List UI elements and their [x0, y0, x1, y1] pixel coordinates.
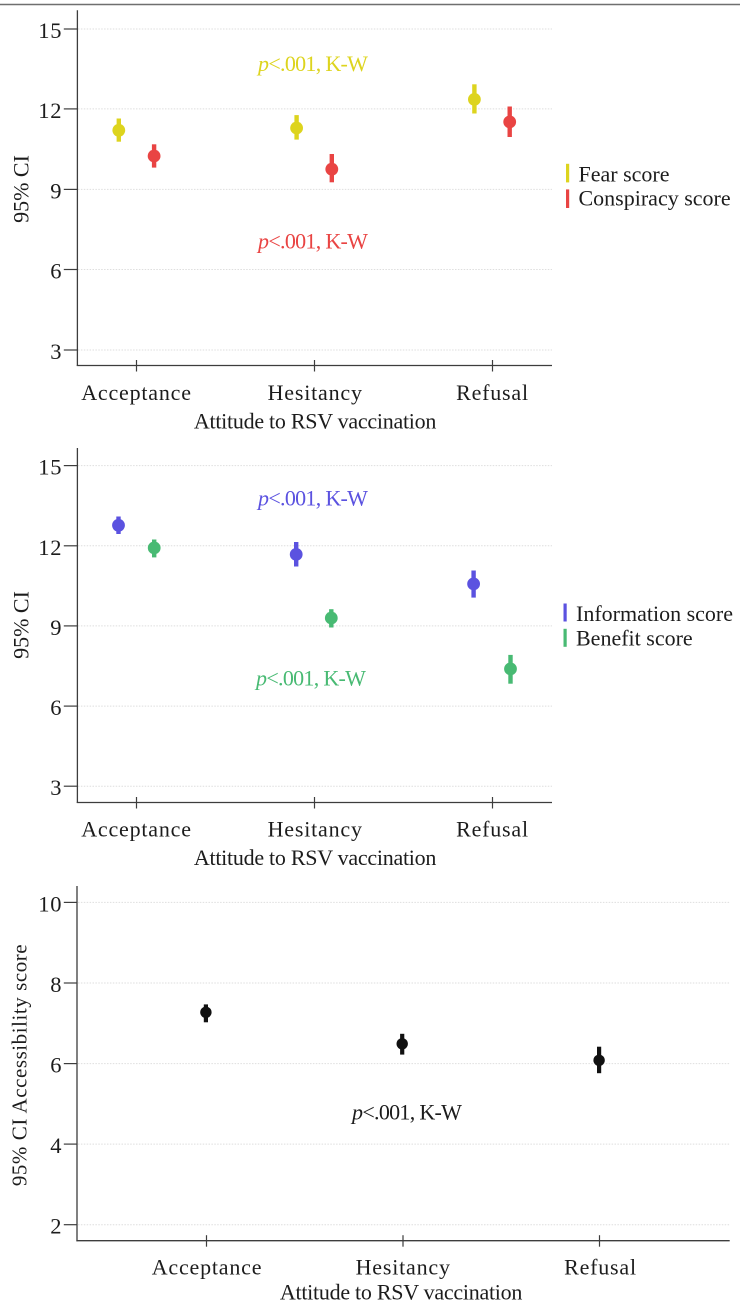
svg-text:Refusal: Refusal	[564, 1255, 637, 1280]
svg-text:95% CI: 95% CI	[9, 155, 34, 223]
svg-text:p<.001, K-W: p<.001, K-W	[350, 1099, 462, 1124]
svg-text:8: 8	[50, 972, 62, 997]
svg-text:3: 3	[50, 339, 62, 364]
svg-text:2: 2	[50, 1214, 62, 1239]
svg-text:Hesitancy: Hesitancy	[268, 817, 363, 842]
svg-text:15: 15	[38, 18, 62, 43]
svg-text:p<.001, K-W: p<.001, K-W	[256, 51, 368, 76]
svg-text:Hesitancy: Hesitancy	[356, 1255, 451, 1280]
svg-text:Information score: Information score	[576, 601, 733, 626]
svg-text:9: 9	[50, 178, 62, 203]
svg-text:3: 3	[50, 775, 62, 800]
svg-text:Hesitancy: Hesitancy	[268, 380, 363, 405]
svg-text:12: 12	[38, 98, 62, 123]
svg-text:Conspiracy score: Conspiracy score	[579, 186, 731, 211]
svg-text:Refusal: Refusal	[456, 380, 529, 405]
svg-text:Refusal: Refusal	[456, 817, 529, 842]
svg-text:10: 10	[38, 891, 62, 916]
svg-text:Acceptance: Acceptance	[81, 380, 192, 405]
svg-text:Acceptance: Acceptance	[152, 1255, 263, 1280]
svg-text:6: 6	[50, 1053, 62, 1078]
svg-text:6: 6	[50, 259, 62, 284]
svg-text:95% CI Accessibility score: 95% CI Accessibility score	[8, 944, 32, 1186]
svg-text:Attitude to RSV vaccination: Attitude to RSV vaccination	[194, 409, 436, 434]
svg-text:p<.001, K-W: p<.001, K-W	[256, 229, 368, 254]
svg-text:15: 15	[38, 455, 62, 480]
svg-text:Attitude to RSV vaccination: Attitude to RSV vaccination	[194, 845, 436, 870]
svg-text:95% CI: 95% CI	[9, 591, 34, 659]
svg-text:p<.001, K-W: p<.001, K-W	[256, 486, 368, 511]
svg-text:12: 12	[38, 535, 62, 560]
svg-text:4: 4	[50, 1133, 62, 1158]
svg-text:Benefit score: Benefit score	[576, 626, 693, 651]
svg-text:Attitude to RSV vaccination: Attitude to RSV vaccination	[280, 1280, 522, 1305]
svg-text:p<.001, K-W: p<.001, K-W	[254, 666, 366, 691]
svg-text:Fear score: Fear score	[579, 161, 670, 186]
svg-text:Acceptance: Acceptance	[81, 817, 192, 842]
svg-text:9: 9	[50, 615, 62, 640]
svg-text:6: 6	[50, 695, 62, 720]
